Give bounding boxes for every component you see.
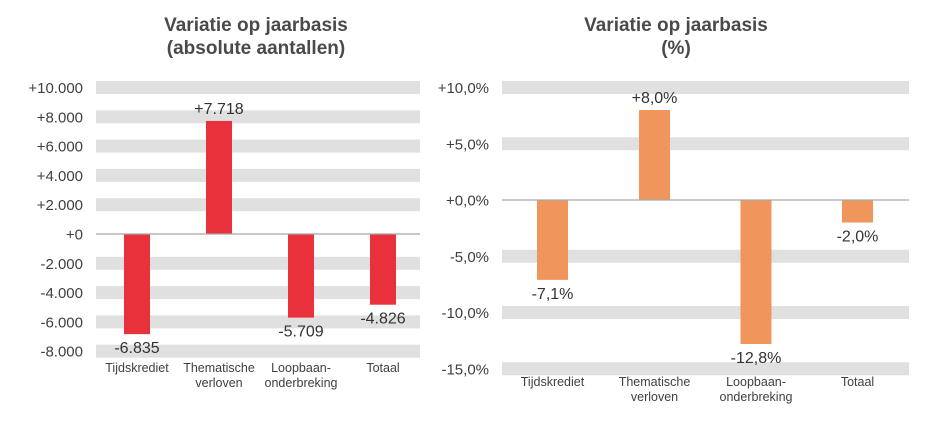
y-tick-label: -15,0%: [441, 361, 489, 378]
chart-title-line2: (%): [661, 38, 691, 59]
x-category-label: onderbreking: [720, 390, 793, 404]
gridline-band: [502, 137, 909, 151]
chart-title-absolute: Variatie op jaarbasis (absolute aantalle…: [100, 14, 412, 60]
gridline-band: [502, 249, 909, 263]
bar-thematische: [639, 110, 670, 200]
y-tick-label: +2.000: [37, 197, 83, 214]
bar-totaal: [842, 200, 873, 223]
gridline-band: [96, 139, 420, 153]
chart-title-percent: Variatie op jaarbasis (%): [520, 14, 832, 60]
data-label: -2,0%: [837, 229, 879, 246]
gridline-band: [96, 315, 420, 329]
gridline-band: [502, 306, 909, 319]
x-category-label: Totaal: [366, 361, 399, 375]
gridline-band: [96, 81, 420, 94]
chart-title-line2: (absolute aantallen): [166, 38, 346, 59]
x-category-label: Loopbaan-: [726, 375, 786, 389]
y-tick-label: +0: [66, 227, 83, 244]
chart-title-line1: Variatie op jaarbasis: [584, 15, 768, 36]
y-tick-label: +4.000: [37, 168, 83, 185]
gridline-band: [96, 168, 420, 182]
bar-loopbaan: [288, 234, 314, 318]
bar-loopbaan: [740, 200, 772, 344]
bar-tijdskrediet: [537, 200, 568, 280]
y-tick-label: -8.000: [40, 344, 83, 361]
bar-thematische: [206, 120, 232, 234]
data-label: -4.826: [360, 311, 405, 328]
gridline-band: [96, 256, 420, 270]
data-label: -6.835: [114, 340, 159, 357]
gridline-band: [96, 286, 420, 300]
y-tick-label: -2.000: [40, 256, 83, 273]
y-tick-label: -5,0%: [450, 249, 489, 266]
data-label: -12,8%: [731, 350, 782, 367]
y-tick-label: +0,0%: [446, 193, 489, 210]
y-tick-label: +10.000: [28, 80, 83, 97]
y-tick-label: -10,0%: [441, 305, 489, 322]
y-tick-label: +6.000: [37, 139, 83, 156]
x-category-label: Totaal: [841, 375, 874, 389]
x-category-label: Thematische: [619, 375, 691, 389]
data-label: +8,0%: [632, 90, 678, 107]
data-label: +7.718: [194, 101, 243, 118]
chart-title-line1: Variatie op jaarbasis: [164, 15, 348, 36]
x-category-label: onderbreking: [265, 376, 338, 390]
gridline-band: [96, 198, 420, 212]
data-label: -5.709: [278, 324, 323, 341]
y-tick-label: +10,0%: [438, 80, 489, 97]
x-category-label: verloven: [195, 376, 242, 390]
y-tick-label: -6.000: [40, 314, 83, 331]
x-category-label: Loopbaan-: [271, 361, 331, 375]
y-tick-label: +5,0%: [446, 136, 489, 153]
gridline-band: [96, 344, 420, 358]
x-category-label: Tijdskrediet: [105, 361, 169, 375]
gridline-band: [96, 110, 420, 124]
x-category-label: verloven: [631, 390, 678, 404]
gridline-band: [502, 81, 909, 94]
x-category-label: Tijdskrediet: [521, 375, 585, 389]
y-tick-label: -4.000: [40, 285, 83, 302]
bar-tijdskrediet: [124, 234, 150, 335]
bar-totaal: [370, 234, 396, 305]
gridline-band: [502, 362, 909, 376]
y-tick-label: +8.000: [37, 109, 83, 126]
x-category-label: Thematische: [183, 361, 255, 375]
data-label: -7,1%: [532, 286, 574, 303]
